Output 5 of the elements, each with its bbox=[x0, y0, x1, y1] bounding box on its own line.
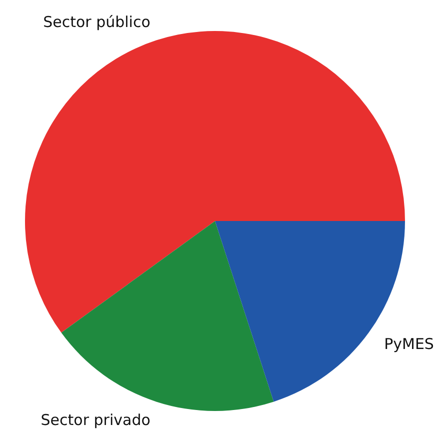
slice-label: PyMES bbox=[384, 334, 434, 353]
pie-slice bbox=[25, 31, 405, 333]
slice-label: Sector público bbox=[43, 13, 150, 32]
slice-label: Sector privado bbox=[40, 410, 150, 429]
pie-slice bbox=[61, 221, 274, 411]
